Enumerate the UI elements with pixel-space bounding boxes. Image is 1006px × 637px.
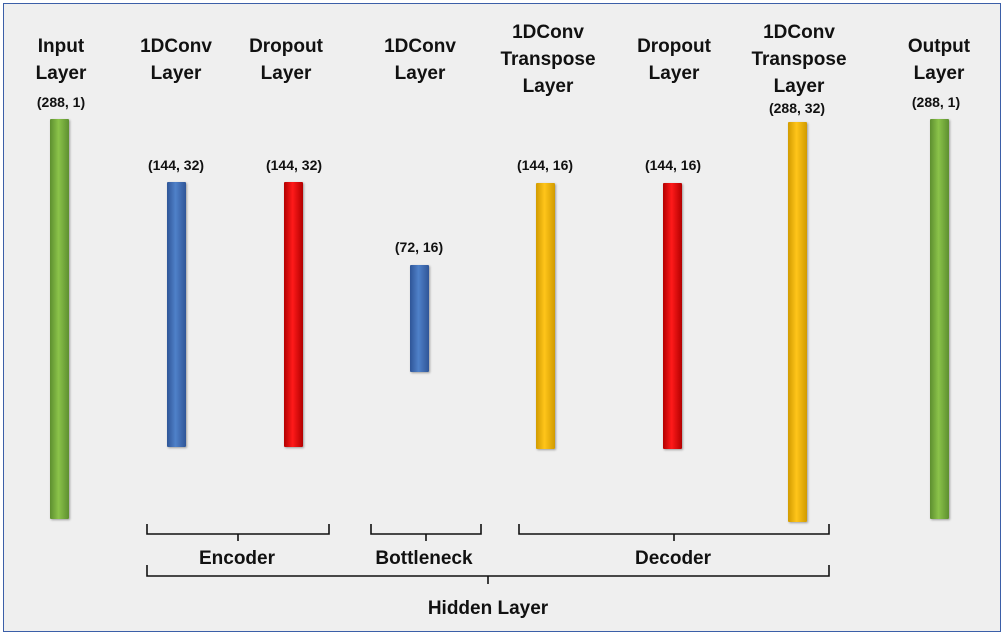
tconv2-layer-shape: (288, 32) (768, 100, 826, 116)
bottleneck-brace (370, 524, 482, 541)
decoder-label: Decoder (634, 548, 712, 569)
tconv1-layer-shape: (144, 16) (516, 157, 574, 173)
dropout1-layer-bar (284, 182, 303, 447)
input-layer-bar (50, 119, 69, 519)
conv2-layer-title: 1DConv Layer (384, 36, 456, 84)
dropout2-layer-title: Dropout Layer (637, 36, 711, 84)
dropout1-layer-shape: (144, 32) (265, 157, 323, 173)
dropout2-layer-shape: (144, 16) (644, 157, 702, 173)
input-layer-shape: (288, 1) (36, 94, 86, 110)
dropout2-layer-bar (663, 183, 682, 449)
input-layer-title: Input Layer (35, 36, 87, 84)
dropout1-layer-title: Dropout Layer (249, 36, 323, 84)
output-layer-shape: (288, 1) (911, 94, 961, 110)
conv1-layer-bar (167, 182, 186, 447)
conv2-layer-shape: (72, 16) (394, 239, 444, 255)
conv2-layer-bar (410, 265, 429, 372)
tconv1-layer-bar (536, 183, 555, 449)
hidden-layer-label: Hidden Layer (427, 598, 549, 619)
tconv2-layer-title: 1DConv Transpose Layer (751, 22, 847, 97)
conv1-layer-title: 1DConv Layer (140, 36, 212, 84)
bottleneck-label: Bottleneck (375, 548, 473, 569)
hidden-layer-brace (146, 565, 830, 584)
output-layer-title: Output Layer (907, 36, 971, 84)
output-layer-bar (930, 119, 949, 519)
tconv2-layer-bar (788, 122, 807, 522)
encoder-label: Encoder (198, 548, 276, 569)
conv1-layer-shape: (144, 32) (147, 157, 205, 173)
tconv1-layer-title: 1DConv Transpose Layer (500, 22, 596, 97)
encoder-brace (146, 524, 330, 541)
decoder-brace (518, 524, 830, 541)
